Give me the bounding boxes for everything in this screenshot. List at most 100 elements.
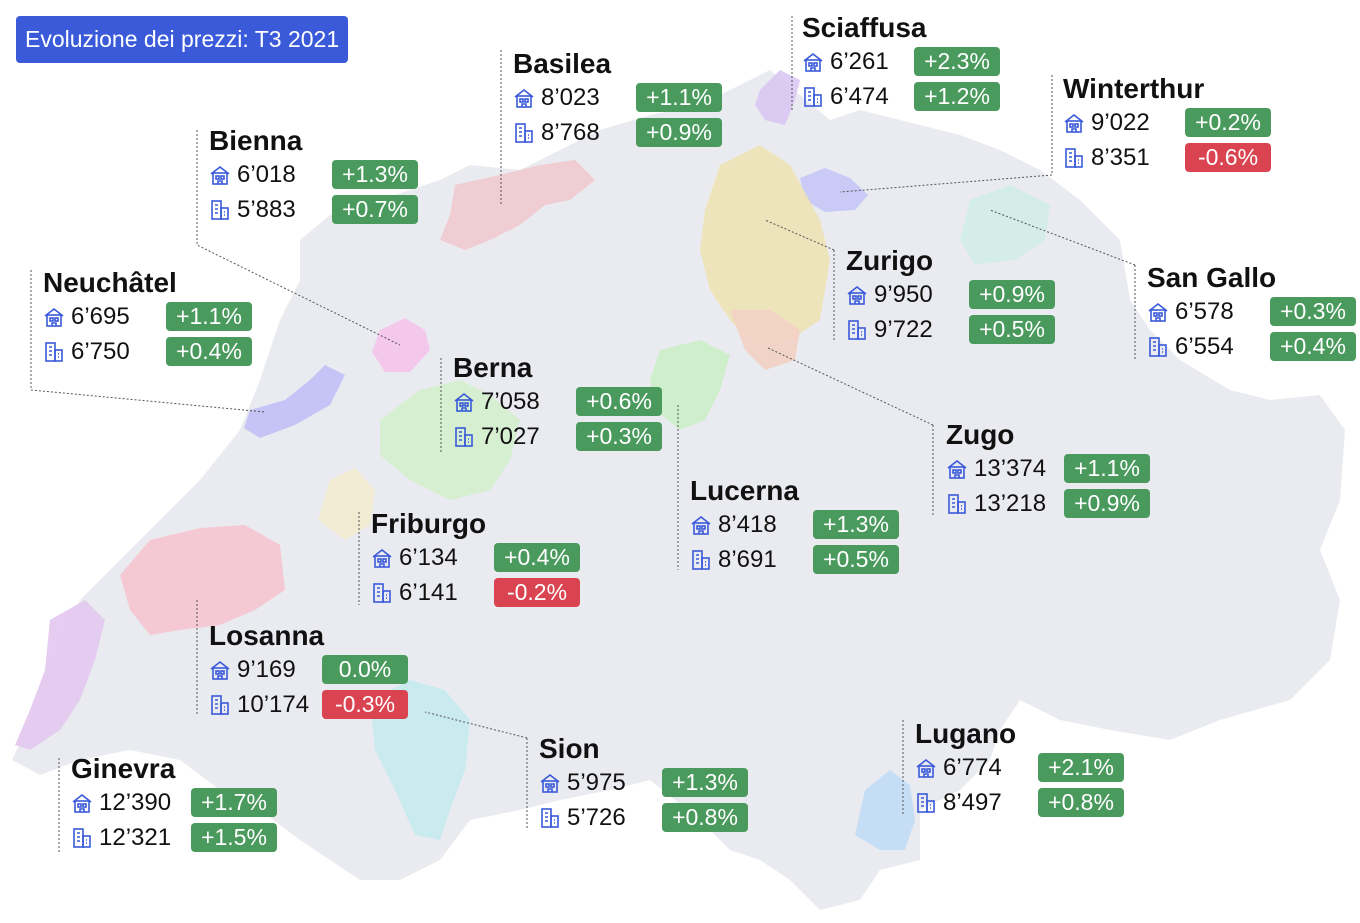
apartment-building-icon [846, 319, 868, 341]
city-label-losanna: Losanna 9’169 0.0% 10’174 -0.3% [199, 621, 408, 721]
leader-sion [424, 711, 528, 830]
city-name: Ginevra [71, 753, 176, 784]
city-label-ginevra: Ginevra 12’390 +1.7% 12’321 +1.5% [61, 754, 277, 854]
apartment-price: 6’474 [830, 82, 889, 110]
house-icon [946, 458, 968, 480]
city-name: Zurigo [846, 245, 934, 276]
house-icon [539, 772, 561, 794]
apartment-price: 5’883 [237, 195, 296, 223]
house-price: 9’169 [237, 655, 296, 683]
leader-winterthur [839, 75, 1053, 193]
apartment-row: 8’691 +0.5% [690, 543, 899, 576]
apartment-building-icon [539, 807, 561, 829]
city-label-bienna: Bienna 6’018 +1.3% 5’883 +0.7% [199, 126, 418, 226]
apartment-price: 6’141 [399, 578, 458, 606]
house-change-badge: +1.3% [813, 510, 899, 539]
region-basilea [440, 160, 595, 250]
house-price: 6’134 [399, 543, 458, 571]
city-name: Zugo [946, 419, 1015, 450]
apartment-building-icon [453, 426, 475, 448]
apartment-row: 6’474 +1.2% [802, 80, 1000, 113]
house-change-badge: +0.2% [1185, 108, 1271, 137]
leader-lines [30, 16, 1136, 852]
house-icon [371, 547, 393, 569]
city-label-sion: Sion 5’975 +1.3% 5’726 +0.8% [529, 734, 748, 834]
apartment-building-icon [690, 549, 712, 571]
apartment-change-badge: +0.4% [1270, 332, 1356, 361]
leader-sangallo [989, 209, 1136, 360]
region-neuchatel [244, 365, 345, 438]
house-change-badge: +1.3% [662, 768, 748, 797]
apartment-price: 8’768 [541, 118, 600, 146]
region-winterthur [800, 168, 868, 212]
apartment-building-icon [371, 582, 393, 604]
house-icon [1147, 301, 1169, 323]
house-icon [209, 659, 231, 681]
house-icon [513, 87, 535, 109]
city-label-basilea: Basilea 8’023 +1.1% 8’768 +0.9% [503, 49, 722, 149]
apartment-row: 6’750 +0.4% [43, 335, 252, 368]
house-price: 13’374 [974, 454, 1047, 482]
house-change-badge: +0.6% [576, 387, 662, 416]
city-label-friburgo: Friburgo 6’134 +0.4% 6’141 -0.2% [361, 509, 580, 609]
region-berna [380, 380, 520, 500]
apartment-price: 9’722 [874, 315, 933, 343]
apartment-change-badge: +0.8% [1038, 788, 1124, 817]
house-row: 13’374 +1.1% [946, 452, 1150, 485]
apartment-price: 8’497 [943, 788, 1002, 816]
city-label-lugano: Lugano 6’774 +2.1% 8’497 +0.8% [905, 719, 1124, 819]
house-row: 7’058 +0.6% [453, 385, 662, 418]
house-change-badge: +2.3% [914, 47, 1000, 76]
city-label-neuchatel: Neuchâtel 6’695 +1.1% 6’750 +0.4% [33, 268, 252, 368]
apartment-price: 7’027 [481, 422, 540, 450]
apartment-price: 10’174 [237, 690, 310, 718]
city-name: Lugano [915, 718, 1017, 749]
region-ginevra [15, 600, 105, 750]
house-icon [71, 792, 93, 814]
house-price: 9’022 [1091, 108, 1150, 136]
apartment-price: 8’351 [1091, 143, 1150, 171]
house-change-badge: +1.1% [636, 83, 722, 112]
house-change-badge: +0.9% [969, 280, 1055, 309]
apartment-price: 5’726 [567, 803, 626, 831]
apartment-change-badge: +0.9% [636, 118, 722, 147]
house-icon [1063, 112, 1085, 134]
house-icon [915, 757, 937, 779]
apartment-change-badge: -0.6% [1185, 143, 1271, 172]
apartment-row: 6’554 +0.4% [1147, 330, 1356, 363]
city-name: Lucerna [690, 475, 799, 506]
region-bienna [372, 318, 430, 372]
apartment-price: 13’218 [974, 489, 1047, 517]
apartment-row: 7’027 +0.3% [453, 420, 662, 453]
house-icon [802, 51, 824, 73]
house-row: 8’418 +1.3% [690, 508, 899, 541]
apartment-building-icon [43, 341, 65, 363]
house-change-badge: 0.0% [322, 655, 408, 684]
leader-zugo [767, 347, 934, 515]
apartment-building-icon [915, 792, 937, 814]
apartment-row: 6’141 -0.2% [371, 576, 580, 609]
house-row: 6’695 +1.1% [43, 300, 252, 333]
apartment-building-icon [71, 827, 93, 849]
city-label-berna: Berna 7’058 +0.6% 7’027 +0.3% [443, 353, 662, 453]
house-change-badge: +1.7% [191, 788, 277, 817]
apartment-row: 5’883 +0.7% [209, 193, 418, 226]
apartment-row: 13’218 +0.9% [946, 487, 1150, 520]
city-name: Friburgo [371, 508, 487, 539]
region-friburgo [318, 468, 375, 540]
apartment-change-badge: +0.3% [576, 422, 662, 451]
apartment-row: 9’722 +0.5% [846, 313, 1055, 346]
house-change-badge: +0.3% [1270, 297, 1356, 326]
apartment-building-icon [209, 694, 231, 716]
house-change-badge: +1.1% [1064, 454, 1150, 483]
apartment-change-badge: +0.4% [166, 337, 252, 366]
house-price: 8’023 [541, 83, 600, 111]
apartment-change-badge: +0.5% [813, 545, 899, 574]
city-name: San Gallo [1147, 262, 1277, 293]
house-change-badge: +1.3% [332, 160, 418, 189]
city-label-sangallo: San Gallo 6’578 +0.3% 6’554 +0.4% [1137, 263, 1356, 363]
house-row: 12’390 +1.7% [71, 786, 277, 819]
house-icon [453, 391, 475, 413]
apartment-row: 12’321 +1.5% [71, 821, 277, 854]
house-icon [690, 514, 712, 536]
